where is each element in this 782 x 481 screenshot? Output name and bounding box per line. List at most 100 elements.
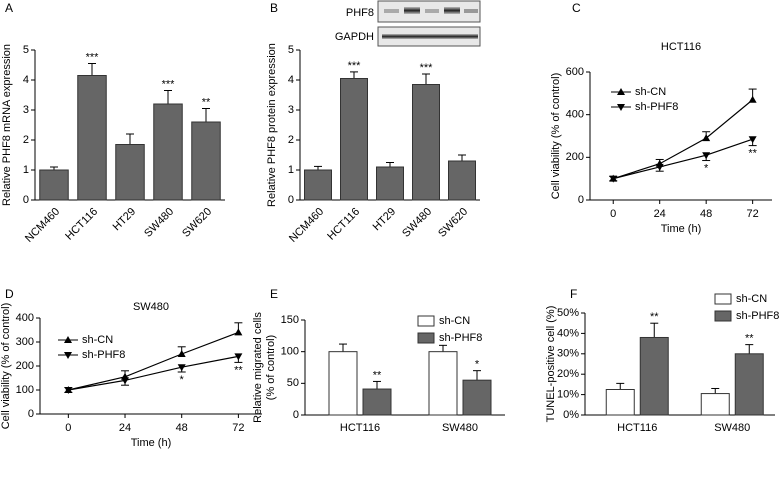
y-tick-label: 3 <box>288 104 294 116</box>
line <box>613 99 754 180</box>
bar <box>462 379 492 416</box>
marker <box>64 387 73 394</box>
y-axis-label: (% of control) <box>265 335 277 400</box>
significance: ** <box>234 364 243 376</box>
legend-swatch <box>714 310 732 322</box>
x-tick-label: 72 <box>747 208 759 220</box>
panel-label: C <box>572 1 581 15</box>
y-tick-label: 50% <box>557 307 579 319</box>
legend-label: sh-CN <box>635 86 666 98</box>
y-tick-label: 400 <box>566 109 584 121</box>
y-axis-label: Relative migrated cells <box>252 312 264 423</box>
legend-marker <box>617 88 625 95</box>
y-tick-label: 0 <box>293 409 299 421</box>
panel-label: F <box>570 287 577 301</box>
y-axis-label: Cell viability (% of control) <box>0 303 12 430</box>
x-axis-label: Time (h) <box>131 437 172 449</box>
y-tick-label: 30% <box>557 348 579 360</box>
bar <box>191 121 221 201</box>
x-tick-label: HCT116 <box>340 422 380 434</box>
x-tick-label: 24 <box>119 422 131 434</box>
marker <box>655 163 664 171</box>
bar <box>328 351 358 416</box>
bar <box>340 78 368 201</box>
bar <box>376 166 404 201</box>
legend-swatch <box>714 293 732 305</box>
y-tick-label: 5 <box>288 44 294 56</box>
legend-marker <box>617 104 625 111</box>
chart-title: SW480 <box>133 301 169 313</box>
legend-marker <box>64 336 72 343</box>
x-tick-label: HCT116 <box>325 206 362 243</box>
significance: *** <box>420 62 434 74</box>
bar <box>77 75 107 201</box>
y-tick-label: 50 <box>287 377 299 389</box>
marker <box>609 175 618 183</box>
x-tick-label: HCT116 <box>617 422 657 434</box>
x-tick-label: HCT116 <box>63 206 100 243</box>
x-tick-label: SW620 <box>436 206 470 240</box>
bar <box>115 144 145 201</box>
y-tick-label: 4 <box>288 74 294 86</box>
y-tick-label: 100 <box>281 346 299 358</box>
legend-label: sh-PHF8 <box>736 310 779 322</box>
y-tick-label: 600 <box>566 66 584 78</box>
y-tick-label: 40% <box>557 327 579 339</box>
legend-label: sh-PHF8 <box>82 349 125 361</box>
y-tick-label: 300 <box>16 336 34 348</box>
marker <box>702 152 711 160</box>
significance: *** <box>86 51 100 63</box>
bar <box>153 103 183 201</box>
bar <box>605 389 635 416</box>
bar <box>39 169 69 201</box>
bar <box>362 388 392 416</box>
significance: ** <box>748 148 757 160</box>
x-tick-label: 48 <box>176 422 188 434</box>
x-tick-label: SW620 <box>180 206 214 240</box>
x-tick-label: SW480 <box>714 422 750 434</box>
marker <box>702 134 711 142</box>
panel-label: E <box>270 287 278 301</box>
line <box>68 355 239 391</box>
y-tick-label: 0% <box>563 409 579 421</box>
x-tick-label: 72 <box>232 422 244 434</box>
legend-label: sh-PHF8 <box>439 332 482 344</box>
y-tick-label: 5 <box>23 44 29 56</box>
y-tick-label: 0 <box>578 194 584 206</box>
y-axis-label: Cell viability (% of control) <box>550 73 562 200</box>
marker <box>121 377 130 385</box>
y-tick-label: 10% <box>557 389 579 401</box>
western-blot <box>377 0 481 47</box>
x-tick-label: NCM460 <box>287 206 326 245</box>
blot-label: PHF8 <box>346 7 374 19</box>
marker <box>234 353 243 361</box>
y-tick-label: 0 <box>28 408 34 420</box>
bar <box>448 160 476 201</box>
line <box>68 331 239 391</box>
y-tick-label: 100 <box>16 384 34 396</box>
y-tick-label: 200 <box>566 151 584 163</box>
significance: ** <box>650 311 659 323</box>
bar <box>304 169 332 201</box>
significance: * <box>180 374 185 386</box>
marker <box>748 95 757 103</box>
x-tick-label: SW480 <box>442 422 478 434</box>
y-axis-label: TUNEL-positive cell (%) <box>545 306 557 423</box>
x-tick-label: 0 <box>65 422 71 434</box>
bar <box>734 353 764 416</box>
legend-label: sh-CN <box>82 334 113 346</box>
marker <box>177 350 186 357</box>
y-axis-label: Relative PHF8 protein expression <box>266 43 278 207</box>
significance: * <box>704 162 709 174</box>
legend-label: sh-PHF8 <box>635 101 678 113</box>
marker <box>748 136 757 144</box>
x-tick-label: SW480 <box>142 206 176 240</box>
y-tick-label: 3 <box>23 104 29 116</box>
significance: ** <box>373 369 382 381</box>
significance: *** <box>348 60 362 72</box>
x-tick-label: 0 <box>610 208 616 220</box>
bar <box>428 351 458 416</box>
marker <box>234 328 243 336</box>
line <box>613 138 753 180</box>
